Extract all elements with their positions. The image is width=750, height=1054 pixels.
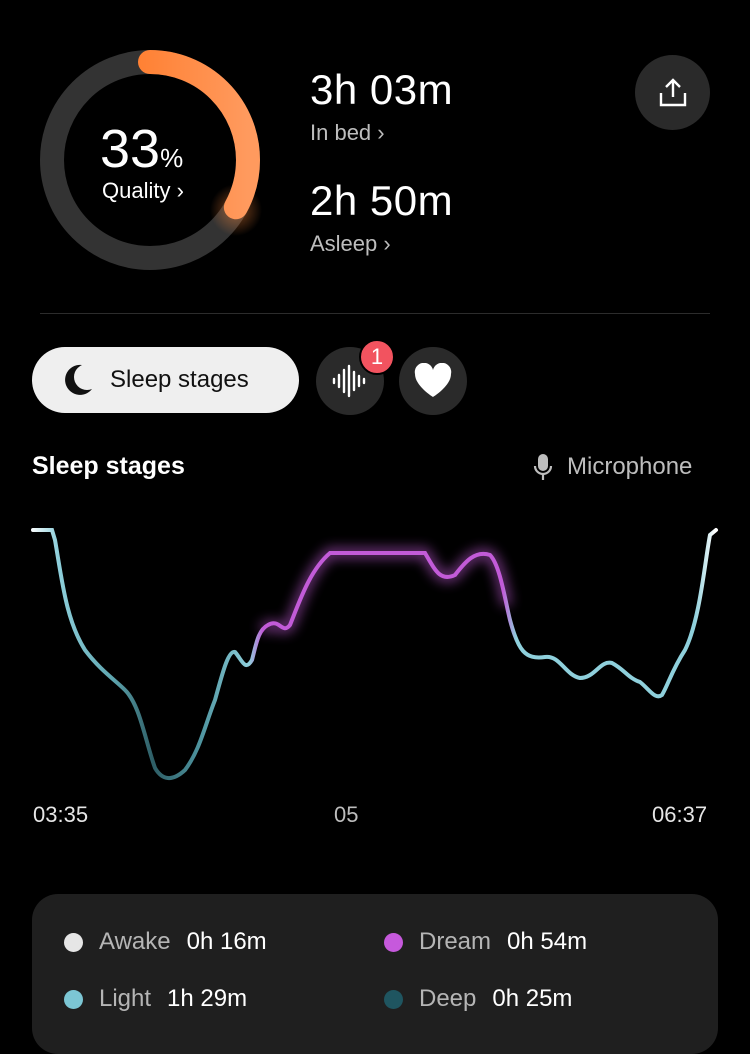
- awake-dot: [64, 932, 83, 952]
- notification-badge: 1: [359, 339, 395, 375]
- axis-start: 03:35: [33, 802, 89, 827]
- sleep-stage-graph: [31, 528, 718, 780]
- quality-ring[interactable]: [30, 40, 270, 280]
- share-icon: [659, 77, 686, 106]
- divider: [40, 313, 710, 314]
- share-button[interactable]: [635, 55, 710, 130]
- sound-wave-icon: [332, 364, 366, 398]
- quality-link[interactable]: Quality ›: [102, 178, 184, 203]
- health-chip[interactable]: [399, 347, 467, 415]
- axis-end: 06:37: [652, 802, 708, 827]
- sleep-curve: [31, 528, 718, 780]
- asleep-link[interactable]: Asleep ›: [310, 231, 391, 256]
- deep-dot: [384, 989, 403, 1009]
- in-bed-link[interactable]: In bed ›: [310, 120, 385, 145]
- section-title: Sleep stages: [32, 452, 185, 480]
- microphone-icon: [533, 454, 553, 480]
- legend-awake: Awake 0h 16m: [64, 928, 267, 956]
- legend-light: Light 1h 29m: [64, 985, 247, 1013]
- legend-deep: Deep 0h 25m: [384, 985, 572, 1013]
- heart-icon: [414, 363, 452, 397]
- in-bed-value: 3h 03m: [310, 66, 454, 113]
- asleep-value: 2h 50m: [310, 177, 454, 224]
- dream-dot: [384, 932, 403, 952]
- stage-legend: Awake 0h 16m Dream 0h 54m Light 1h 29m Deep…: [32, 894, 718, 1054]
- source-label[interactable]: Microphone: [533, 453, 692, 481]
- light-dot: [64, 989, 83, 1009]
- axis-mid: 05: [334, 802, 359, 827]
- sleep-stages-chip[interactable]: Sleep stages: [32, 347, 299, 413]
- quality-percent: 33 %: [100, 119, 184, 179]
- moon-icon: [65, 364, 92, 395]
- legend-dream: Dream 0h 54m: [384, 928, 587, 956]
